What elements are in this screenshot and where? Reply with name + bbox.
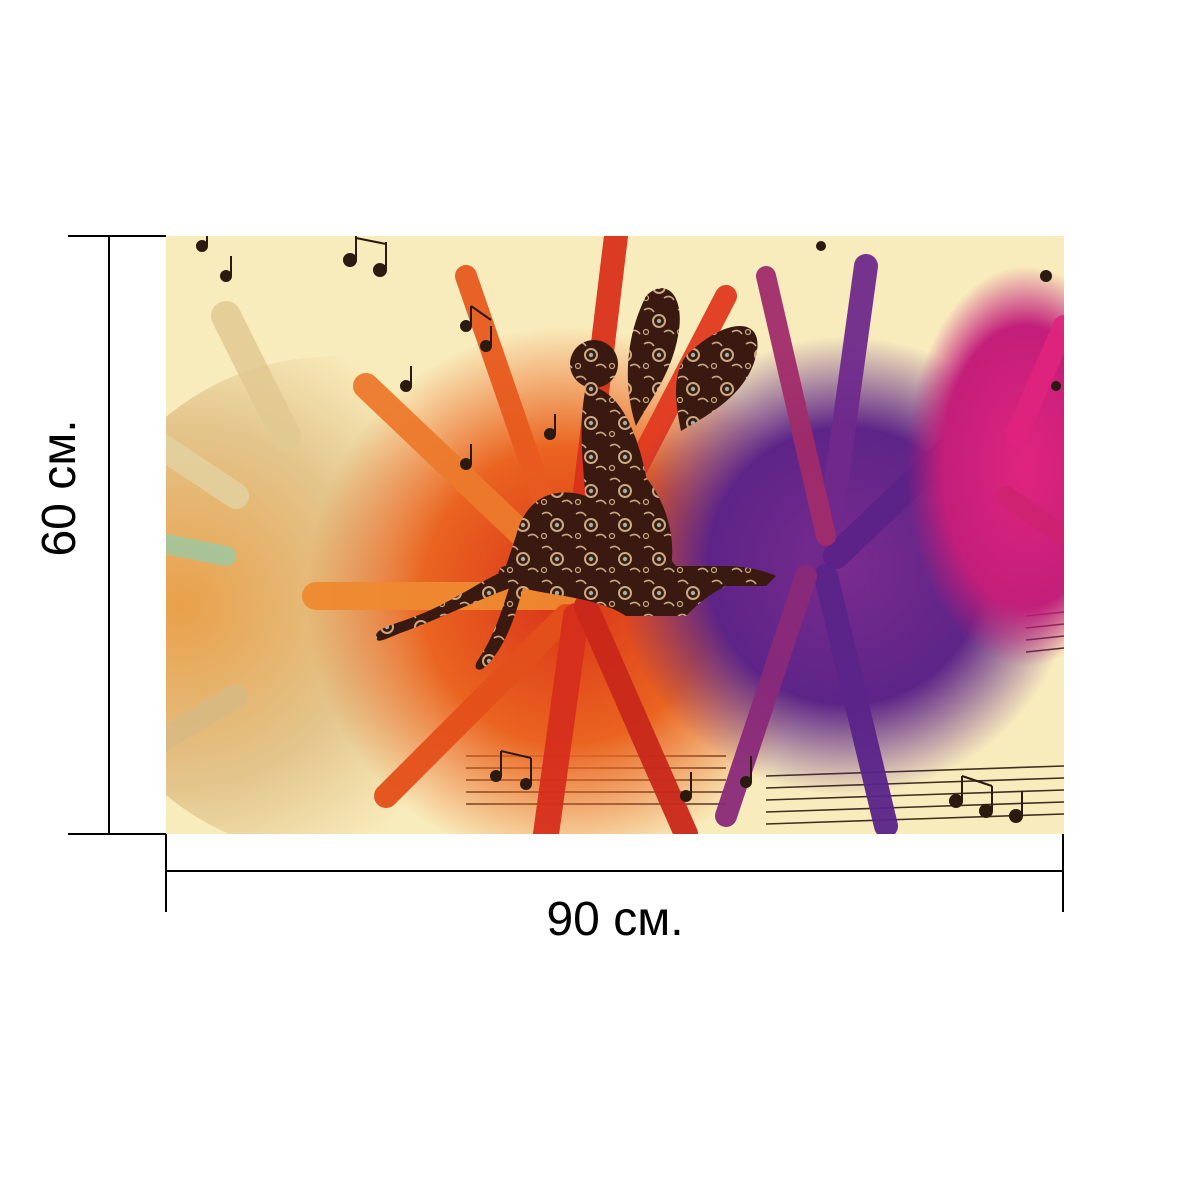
height-dimension-tick-bottom — [68, 833, 166, 835]
width-dimension-tick-left — [165, 834, 167, 912]
width-dimension-tick-right — [1062, 834, 1064, 912]
artwork-image — [166, 236, 1064, 834]
width-dimension-line — [166, 870, 1064, 872]
height-label: 60 см. — [33, 419, 86, 557]
height-dimension-line — [108, 236, 110, 834]
width-label: 90 см. — [546, 893, 684, 946]
fairy-silhouette-icon — [376, 288, 776, 670]
fairy-splash-illustration — [166, 236, 1064, 834]
height-dimension-tick-top — [68, 235, 166, 237]
